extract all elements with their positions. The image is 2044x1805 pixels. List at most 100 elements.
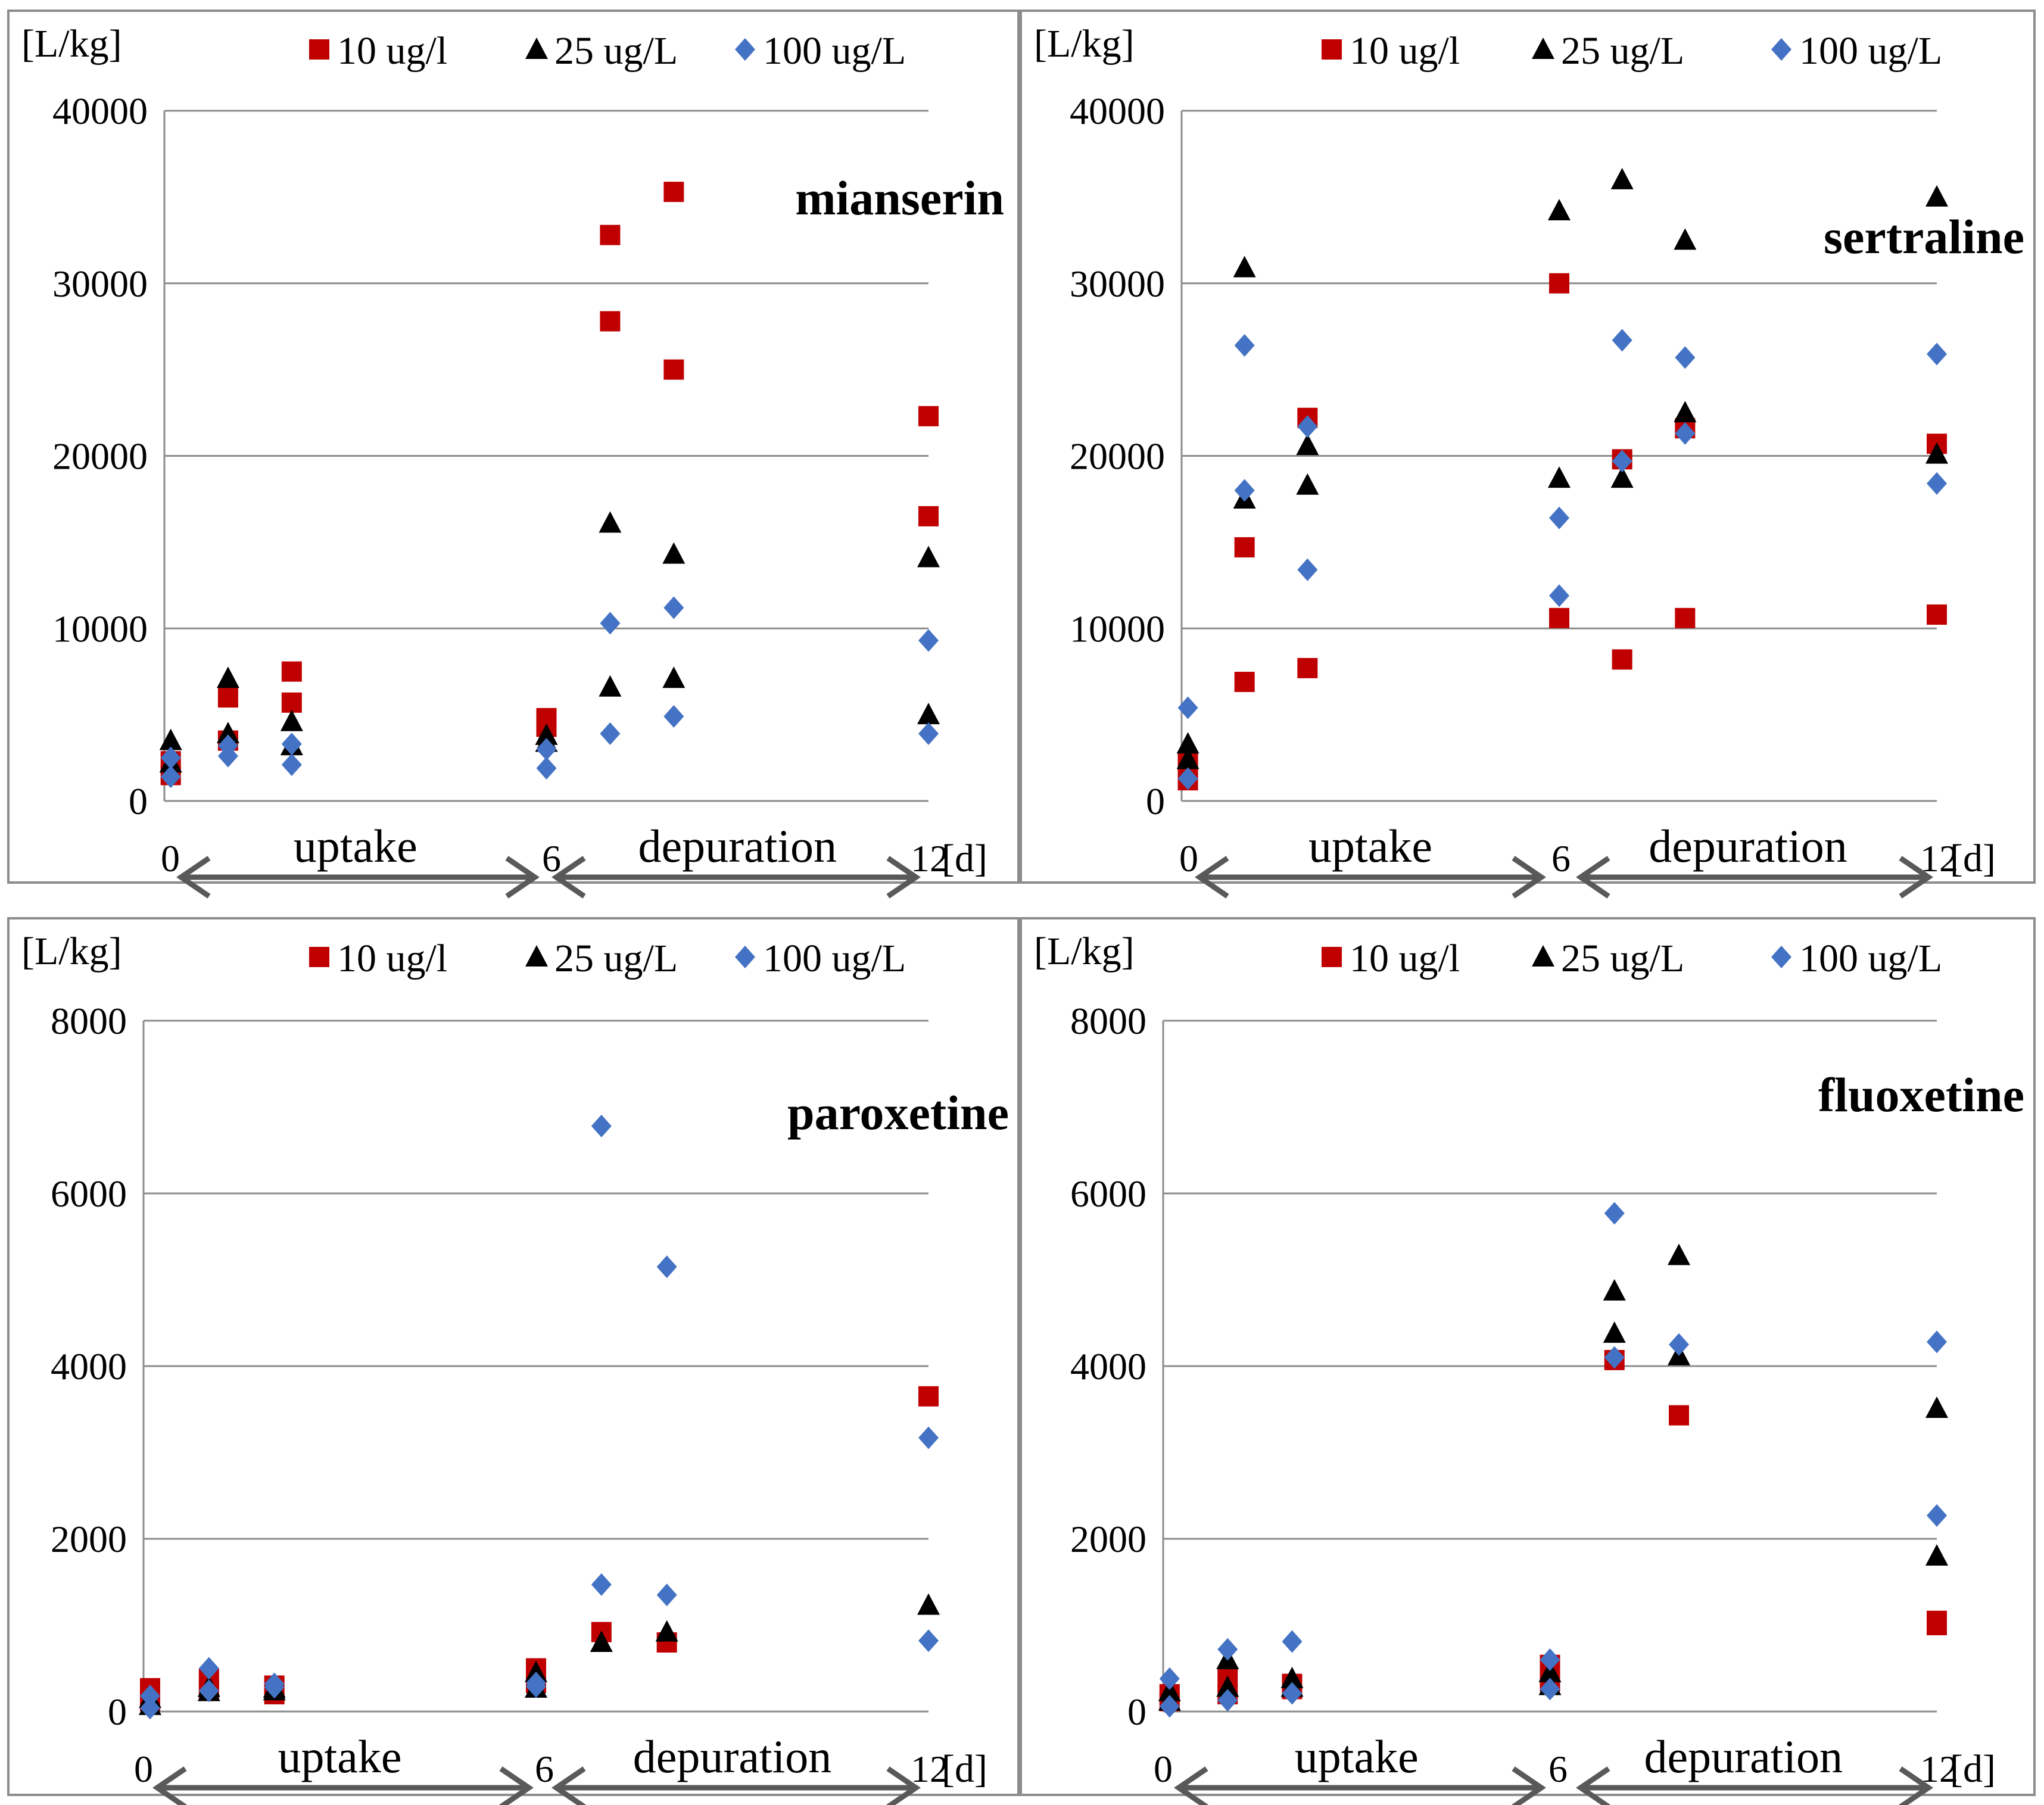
- arrow-head-left: [1174, 1766, 1208, 1805]
- chart-svg: 0 2000 4000 6000 8000 0 6 12[d] [L/kg] uptake depu…: [21, 930, 1009, 1805]
- data-point: [159, 728, 182, 750]
- arrow-head-right: [886, 1766, 921, 1805]
- data-point: [1297, 415, 1318, 438]
- data-point: [280, 709, 303, 731]
- arrow-head-right: [1899, 1766, 1933, 1805]
- arrow-head-right: [1512, 1766, 1546, 1805]
- data-point: [1548, 466, 1571, 488]
- data-point: [918, 722, 939, 745]
- phase-label-depuration: depuration: [638, 820, 837, 872]
- data-points: [159, 182, 940, 788]
- data-point: [600, 612, 621, 635]
- x-unit-label: [d]: [942, 837, 987, 880]
- chart-panel-paroxetine: 0 2000 4000 6000 8000 0 6 12 [d] [L/kg] uptake depu…: [7, 917, 1020, 1805]
- data-point: [1927, 342, 1947, 366]
- legend-marker-square: [1322, 947, 1342, 967]
- data-point: [1548, 199, 1571, 221]
- data-point: [1233, 255, 1256, 278]
- data-point: [917, 703, 940, 725]
- data-point: [918, 1426, 939, 1449]
- legend-label: 25 ug/L: [554, 29, 678, 73]
- uptake-arrow: [152, 1766, 534, 1805]
- data-point: [656, 1255, 677, 1279]
- y-unit-label: [L/kg]: [21, 22, 122, 66]
- chart-svg: 0 10000 20000 30000 40000 0 6 12[d] [L/kg] uptake…: [21, 22, 1004, 899]
- y-tick-label: 8000: [1070, 1000, 1146, 1042]
- data-point: [918, 1629, 939, 1653]
- y-tick-label: 4000: [51, 1345, 127, 1388]
- data-point: [1927, 1615, 1947, 1635]
- chart-title: mianserin: [795, 171, 1004, 225]
- x-tick-label: 0: [161, 837, 180, 880]
- data-point: [264, 1676, 285, 1699]
- data-point: [281, 753, 302, 777]
- chart-panel-fluoxetine: 0 2000 4000 6000 8000 0 6 12 [d] [L/kg] uptake depu…: [1020, 917, 2036, 1805]
- uptake-arrow: [1195, 856, 1546, 899]
- data-point: [1176, 747, 1199, 769]
- arrow-head-left: [1195, 856, 1229, 899]
- legend-marker-triangle: [525, 945, 548, 967]
- uptake-arrow: [1174, 1766, 1546, 1805]
- phase-label-uptake: uptake: [278, 1731, 402, 1782]
- data-point: [1675, 607, 1696, 628]
- chart-panel-sertraline: 0 10000 20000 30000 40000 0 6 12 [d] [L/kg] uptake…: [1020, 10, 2036, 899]
- data-point: [139, 1697, 160, 1720]
- arrow-head-left: [551, 856, 586, 899]
- data-point: [1603, 1321, 1626, 1343]
- data-point: [1159, 1667, 1180, 1690]
- data-point: [216, 721, 239, 743]
- data-point: [662, 666, 686, 688]
- data-point: [1176, 732, 1199, 754]
- data-point: [1282, 1630, 1303, 1653]
- data-point: [600, 311, 621, 332]
- y-tick-label: 10000: [1070, 607, 1165, 650]
- data-point: [216, 666, 239, 688]
- data-point: [655, 1620, 678, 1642]
- data-point: [1216, 1675, 1239, 1697]
- data-point: [1925, 442, 1948, 464]
- x-tick-label: 12: [911, 1748, 949, 1790]
- legend-label: 100 ug/L: [1799, 29, 1942, 73]
- data-point: [1297, 558, 1318, 581]
- data-point: [1177, 696, 1198, 719]
- data-point: [599, 511, 622, 533]
- legend-label: 10 ug/l: [337, 29, 447, 73]
- data-point: [1549, 273, 1569, 294]
- data-point: [217, 687, 238, 708]
- legend-label: 25 ug/L: [554, 937, 678, 980]
- y-tick-label: 0: [129, 780, 148, 822]
- x-tick-label: 12: [1920, 1748, 1958, 1790]
- data-point: [1610, 466, 1634, 488]
- data-point: [217, 744, 238, 768]
- data-point: [1674, 401, 1697, 423]
- y-tick-label: 6000: [1070, 1173, 1146, 1215]
- phase-label-depuration: depuration: [633, 1731, 832, 1782]
- chart-title: paroxetine: [787, 1086, 1009, 1140]
- data-point: [1668, 1243, 1690, 1265]
- data-point: [160, 746, 181, 769]
- y-tick-label: 8000: [51, 1000, 127, 1042]
- x-tick-label: 0: [134, 1748, 153, 1790]
- chart-svg: 0 2000 4000 6000 8000 0 6 12[d] [L/kg] uptake depu…: [1034, 930, 2024, 1805]
- data-point: [1604, 1202, 1625, 1225]
- data-point: [1540, 1678, 1560, 1701]
- phase-label-depuration: depuration: [1644, 1731, 1843, 1782]
- data-point: [591, 1114, 612, 1137]
- data-point: [917, 545, 940, 568]
- data-point: [1538, 1660, 1562, 1682]
- x-tick-label: 6: [535, 1748, 554, 1790]
- data-point: [1603, 1279, 1626, 1301]
- arrow-head-left: [1576, 1766, 1610, 1805]
- y-tick-label: 0: [108, 1691, 127, 1733]
- data-point: [1234, 334, 1255, 357]
- phase-label-uptake: uptake: [294, 820, 417, 872]
- data-points: [1158, 1202, 1948, 1718]
- y-tick-label: 40000: [1070, 90, 1165, 132]
- data-point: [663, 182, 684, 202]
- y-tick-label: 10000: [52, 607, 148, 650]
- data-point: [591, 1573, 612, 1596]
- chart-title: fluoxetine: [1818, 1068, 2024, 1122]
- data-point: [1927, 604, 1947, 625]
- y-tick-label: 2000: [51, 1518, 127, 1560]
- data-point: [1604, 1346, 1625, 1369]
